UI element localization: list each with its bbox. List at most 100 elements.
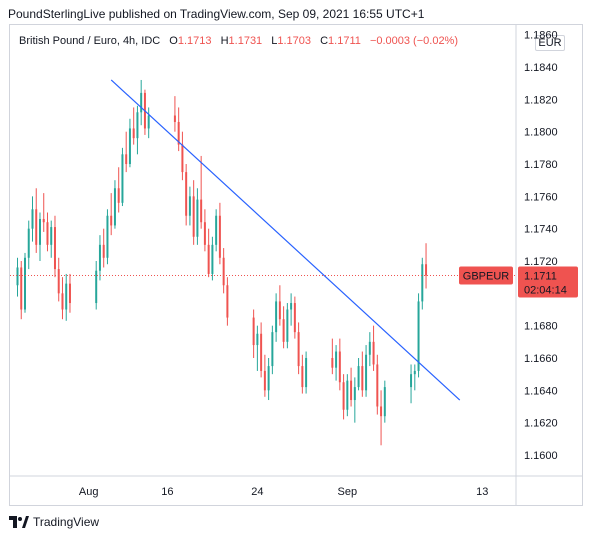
candle-body (185, 172, 188, 216)
candle-body (271, 332, 274, 367)
y-tick-label: 1.1780 (524, 159, 558, 171)
candle-body (177, 121, 180, 145)
x-tick-label: Aug (79, 486, 99, 498)
candle-body (293, 303, 296, 333)
candle-body (346, 380, 349, 410)
footer: TradingView (9, 515, 99, 529)
candle-body (286, 309, 289, 342)
candle-body (121, 154, 124, 203)
candle-body (200, 199, 203, 223)
x-axis: Aug 16 24 Sep 13 (79, 486, 488, 498)
x-tick-label: 13 (476, 486, 488, 498)
y-tick-label: 1.1860 (524, 30, 558, 42)
candle-body (140, 92, 143, 113)
candle-body (305, 357, 308, 388)
candle-body (410, 374, 413, 388)
candle-body (192, 196, 195, 237)
y-tick-label: 1.1640 (524, 385, 558, 397)
candle-body (417, 301, 420, 371)
candle-body (218, 215, 221, 258)
candle-body (196, 199, 199, 237)
candle-body (260, 333, 263, 371)
candle-body (252, 317, 255, 346)
candle-body (46, 222, 49, 245)
y-tick-label: 1.1720 (524, 256, 558, 268)
y-tick-label: 1.1840 (524, 62, 558, 74)
y-tick-label: 1.1660 (524, 353, 558, 365)
candle-body (380, 406, 383, 417)
chart-frame (9, 24, 583, 506)
x-tick-label: Sep (338, 486, 358, 498)
candle-body (425, 264, 428, 276)
candle-body (282, 319, 285, 342)
candle-body (188, 196, 191, 216)
candle-body (256, 333, 259, 346)
candle-body (357, 366, 360, 388)
candle-body (147, 115, 150, 129)
candle-body (301, 366, 304, 388)
candle-body (421, 264, 424, 302)
ticker-badge-bg (459, 266, 513, 285)
publisher-line: PoundSterlingLive published on TradingVi… (8, 7, 425, 21)
close-key: C (320, 35, 329, 47)
candle-body (290, 303, 293, 310)
candle-body (57, 269, 60, 294)
candle-body (372, 341, 375, 365)
candle-body (173, 115, 176, 122)
candle-body (38, 218, 41, 245)
chart-legend: British Pound / Euro, 4h, IDC O1.1713 H1… (19, 35, 458, 47)
candle-body (211, 244, 214, 274)
candles (16, 79, 428, 446)
candle-body (102, 244, 105, 258)
y-tick-label: 1.1620 (524, 418, 558, 430)
candle-body (110, 215, 113, 226)
currency-badge[interactable]: EUR (535, 35, 565, 51)
candle-body (368, 341, 371, 355)
y-tick-label: 1.1760 (524, 191, 558, 203)
candle-body (365, 354, 368, 391)
candle-body (113, 188, 116, 226)
ticker-badge: GBPEUR (463, 271, 510, 283)
price-badge: GBPEUR 1.1711 02:04:14 (459, 266, 578, 298)
candle-body (136, 112, 139, 139)
candle-body (65, 283, 68, 310)
current-price-label: 1.1711 (524, 271, 557, 283)
trendline[interactable] (110, 79, 461, 401)
candle-body (263, 370, 266, 391)
candle-body (95, 270, 98, 304)
open-key: O (169, 35, 178, 47)
candle-body (50, 227, 53, 245)
candle-body (278, 301, 281, 320)
candle-body (31, 209, 34, 229)
low-value: 1.1703 (277, 35, 312, 47)
candle-body (61, 293, 64, 310)
candle-body (68, 283, 71, 304)
low-key: L (271, 35, 278, 47)
candle-body (226, 285, 229, 318)
candle-body (125, 154, 128, 165)
y-tick-label: 1.1600 (524, 450, 558, 462)
close-value: 1.1711 (328, 35, 361, 47)
candle-body (20, 267, 23, 310)
y-tick-label: 1.1740 (524, 224, 558, 236)
candle-body (98, 244, 101, 271)
y-tick-label: 1.1820 (524, 94, 558, 106)
tradingview-logo-icon (9, 516, 29, 528)
open-value: 1.1713 (177, 35, 212, 47)
candle-body (335, 351, 338, 368)
y-tick-label: 1.1800 (524, 127, 558, 139)
countdown-label: 02:04:14 (524, 285, 567, 297)
x-tick-label: 24 (251, 486, 263, 498)
candle-body (23, 257, 26, 310)
candle-body (132, 128, 135, 139)
y-tick-label: 1.1680 (524, 321, 558, 333)
candle-body (413, 370, 416, 375)
symbol-label[interactable]: British Pound / Euro, 4h, IDC (19, 35, 161, 47)
candle-body (117, 188, 120, 203)
y-axis: 1.16001.16201.16401.16601.16801.17001.17… (524, 30, 558, 462)
brand-label[interactable]: TradingView (33, 515, 100, 529)
candle-body (353, 387, 356, 401)
candle-body (376, 364, 379, 407)
candle-body (53, 227, 56, 270)
